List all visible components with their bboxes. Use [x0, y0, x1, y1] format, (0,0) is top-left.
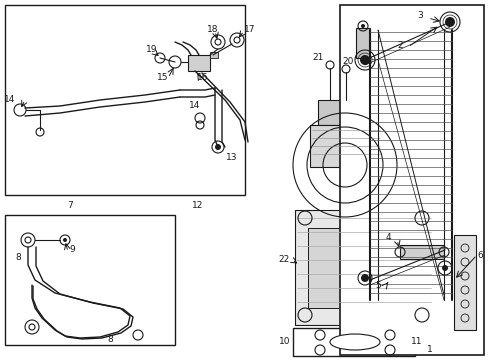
Bar [187, 55, 209, 71]
Text: 3: 3 [416, 12, 422, 21]
Text: 11: 11 [410, 338, 422, 346]
Text: 14: 14 [189, 100, 200, 109]
Circle shape [441, 265, 447, 271]
Bar [343, 60, 351, 72]
Bar [309, 125, 381, 167]
Bar [339, 5, 483, 355]
Text: 10: 10 [279, 338, 290, 346]
Text: 15: 15 [157, 73, 168, 82]
Circle shape [444, 17, 454, 27]
Text: 20: 20 [342, 58, 353, 67]
Circle shape [360, 274, 368, 282]
Text: 21: 21 [312, 54, 323, 63]
Text: 22: 22 [278, 256, 289, 265]
Bar [209, 52, 218, 58]
Text: 1: 1 [426, 346, 432, 355]
Text: 17: 17 [244, 26, 255, 35]
Bar [5, 215, 175, 345]
Bar [307, 228, 423, 308]
Text: 12: 12 [192, 201, 203, 210]
Text: 6: 6 [476, 251, 482, 260]
Circle shape [215, 144, 221, 150]
Bar [294, 210, 432, 325]
Text: 2: 2 [396, 40, 402, 49]
Text: 7: 7 [67, 201, 73, 210]
Ellipse shape [329, 334, 379, 350]
Text: 18: 18 [207, 26, 218, 35]
Circle shape [360, 24, 364, 28]
Circle shape [63, 238, 67, 242]
Bar [453, 235, 475, 330]
Circle shape [359, 55, 369, 65]
Text: 9: 9 [69, 246, 75, 255]
Text: 16: 16 [197, 73, 208, 82]
Text: 8: 8 [107, 336, 113, 345]
Text: 5: 5 [374, 280, 380, 289]
Bar [5, 5, 244, 195]
Text: 19: 19 [146, 45, 158, 54]
Bar [355, 28, 369, 58]
Bar [399, 245, 443, 259]
Text: 13: 13 [226, 153, 237, 162]
Bar [317, 100, 372, 125]
Text: 8: 8 [15, 253, 21, 262]
Text: 4: 4 [385, 234, 390, 243]
Bar [292, 328, 414, 356]
Text: 14: 14 [4, 95, 16, 104]
